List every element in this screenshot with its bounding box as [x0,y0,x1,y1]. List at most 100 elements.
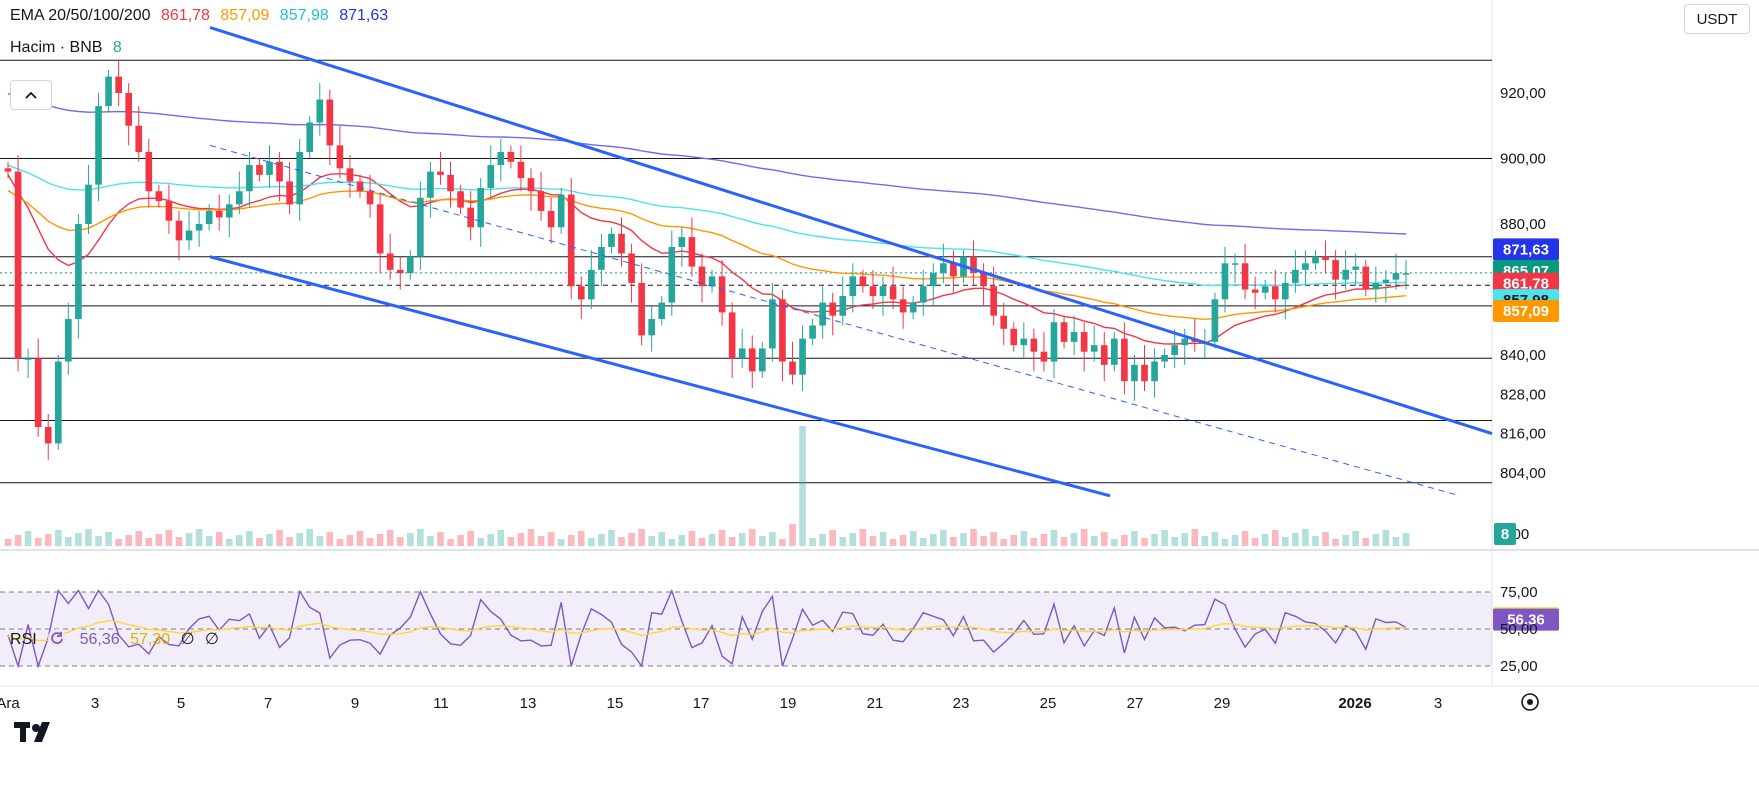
candle-body [396,269,404,274]
candle [728,302,736,378]
volume-bar [1100,532,1108,546]
refresh-icon[interactable] [47,628,67,648]
volume-bar [296,533,303,546]
volume-bar [406,533,414,546]
volume-bar [668,539,676,546]
candle [366,174,374,218]
rsi-axis-tick: 25,00 [1500,658,1538,675]
volume-bar [758,536,766,546]
candle-body [356,181,364,192]
candle-body [155,191,163,202]
candle-body [256,165,263,175]
candle [276,151,283,202]
price-badge-label: 861,78 [1503,276,1549,293]
candle [1221,246,1229,313]
candle [296,138,303,221]
candle-body [175,220,183,241]
volume-bar [1131,531,1138,546]
volume-bar [14,535,22,546]
volume-bar [919,538,927,546]
candle [1080,322,1088,372]
volume-bar [195,529,203,546]
volume-bar [648,536,656,546]
volume-value: 8 [112,39,122,56]
settings-icon[interactable] [1521,693,1539,711]
candle [4,161,12,179]
volume-bar [879,532,887,546]
trend-mid-dashed-line [209,144,1461,497]
time-axis-label: 3 [1434,695,1442,712]
candle-body [769,299,776,349]
candle [95,93,102,202]
currency-selector[interactable]: USDT [1684,4,1750,34]
candle-body [557,194,565,228]
candle-body [950,263,957,277]
volume-bar [819,534,826,546]
volume-bar [1121,535,1128,546]
volume-bar [1382,530,1390,546]
volume-bar [507,537,515,546]
price-badge-bg [1494,523,1516,545]
volume-bar [95,536,102,546]
volume-bar [1161,530,1168,546]
volume-bar [557,539,565,546]
candle [1161,348,1168,369]
candle [44,413,52,460]
volume-bar [266,534,273,546]
candle [1271,269,1279,313]
candle-body [779,299,786,362]
candle-body [1211,299,1219,342]
volume-bar [427,536,434,546]
volume-bar [869,536,877,546]
candle-body [457,191,464,208]
candle-body [85,184,92,224]
volume-bar [748,529,756,546]
rsi-extra1: ∅ [180,631,195,648]
volume-bar [447,539,454,546]
candle [236,171,243,215]
volume-bar [115,539,122,546]
candle [909,296,917,319]
volume-bar [336,539,344,546]
time-axis-label: 27 [1127,695,1144,712]
volume-bar [1231,535,1239,546]
volume-bar [155,534,163,546]
volume-bar [1000,539,1008,546]
candle-body [889,286,897,300]
trend-lower-line [209,255,1111,498]
candle-body [1292,269,1299,283]
volume-bar [1372,534,1380,546]
candle [940,243,947,283]
candle-body [648,318,656,336]
candle-body [819,302,826,326]
volume-bar [135,531,143,546]
candle [85,165,92,234]
volume-bar [34,538,42,546]
candle-body [165,201,173,221]
candle-body [658,302,666,319]
volume-bar [1191,529,1199,546]
candle [980,263,987,306]
volume-bar [1292,533,1299,546]
candle [115,60,122,107]
candle [266,145,273,188]
volume-legend: Hacim · BNB 8 [10,38,128,58]
price-badge-bg [1493,608,1559,631]
volume-bar [185,533,193,546]
ema-label: EMA 20/50/100/200 [10,7,151,24]
volume-bar [346,535,354,546]
candle-body [105,76,112,107]
volume-bar [437,532,444,546]
price-axis-tick: 840,00 [1500,347,1546,364]
candle [718,260,726,326]
candle-body [708,276,716,287]
ema200-line [7,93,1407,235]
candle-body [125,93,133,126]
candle [1332,250,1339,300]
candle-body [598,246,605,270]
candle-body [1251,289,1259,293]
candle-body [34,358,42,428]
candle [829,292,837,336]
collapse-legend-button[interactable] [10,80,52,110]
